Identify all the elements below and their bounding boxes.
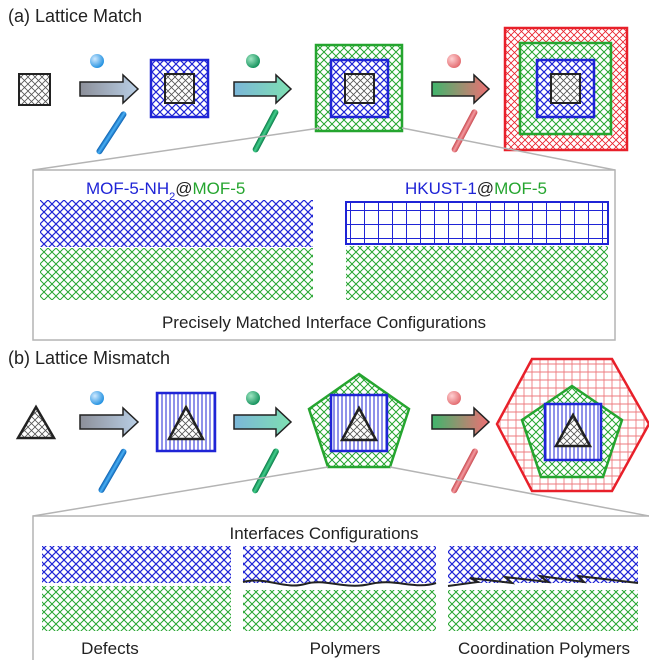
- lattice-green: [40, 248, 313, 300]
- arrow-icon: [79, 406, 140, 438]
- core-shell-hexagon-red-icon: [495, 357, 649, 493]
- section-a-title: (a) Lattice Match: [8, 6, 142, 26]
- zoom-callout-lines: [32, 127, 616, 171]
- label-polymers: Polymers: [310, 639, 381, 658]
- panel-title-hkust1-at-mof5: HKUST-1@MOF-5: [405, 179, 547, 198]
- label-defects: Defects: [81, 639, 139, 658]
- panel-title-mof5nh2-at-mof5: MOF-5-NH2@MOF-5: [86, 179, 245, 203]
- lattice-green: [42, 586, 231, 631]
- core-shell-square-blue-icon: [155, 391, 217, 453]
- caption-matched: Precisely Matched Interface Configuratio…: [162, 313, 486, 332]
- lattice-blue: [243, 546, 436, 583]
- core-triangle-icon: [15, 404, 57, 440]
- reagent-green-icon: [246, 54, 279, 153]
- lattice-green: [448, 590, 638, 631]
- label-coordination-polymers: Coordination Polymers: [458, 639, 630, 658]
- reagent-green-icon: [246, 391, 279, 494]
- core-shell-square-blue-icon: [149, 58, 210, 119]
- reagent-blue-icon: [90, 54, 127, 155]
- core-shell-square-red-icon: [503, 26, 629, 152]
- core-shell-square-green-icon: [314, 43, 404, 133]
- coordination-polymer-line: [447, 574, 639, 587]
- arrow-icon: [431, 73, 491, 105]
- core-shell-pentagon-green-icon: [307, 372, 411, 469]
- section-b-title: (b) Lattice Mismatch: [8, 348, 170, 368]
- polymer-interface-line: [242, 579, 437, 587]
- reagent-blue-icon: [90, 391, 127, 493]
- reagent-red-icon: [447, 54, 478, 153]
- lattice-green: [346, 246, 608, 300]
- lattice-blue: [42, 546, 231, 583]
- panel-title-interfaces: Interfaces Configurations: [230, 524, 419, 543]
- arrow-icon: [431, 406, 491, 438]
- reagent-red-icon: [447, 391, 478, 494]
- lattice-blue: [40, 200, 313, 247]
- interface-panel-b: [32, 515, 649, 660]
- arrow-icon: [233, 406, 293, 438]
- zoom-callout-lines: [32, 466, 649, 517]
- lattice-green: [243, 590, 436, 631]
- arrow-icon: [79, 73, 140, 105]
- core-square-icon: [18, 73, 51, 106]
- shell-name: MOF-5-NH: [86, 179, 169, 198]
- arrow-icon: [233, 73, 293, 105]
- lattice-blue-grid: [345, 201, 609, 245]
